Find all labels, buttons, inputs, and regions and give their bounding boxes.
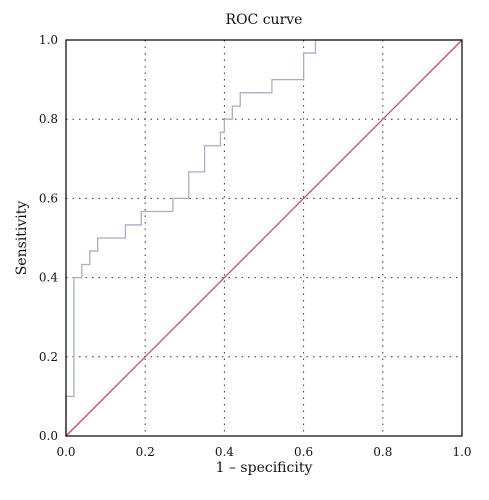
y-tick-labels: 0.0 0.2 0.4 0.6 0.8 1.0	[39, 33, 58, 443]
x-tick-labels: 0.0 0.2 0.4 0.6 0.8 1.0	[56, 445, 471, 459]
y-tick-label: 0.6	[39, 191, 58, 205]
x-tick-label: 0.0	[56, 445, 75, 459]
plot-frame	[65, 39, 463, 437]
y-tick-label: 0.4	[39, 271, 58, 285]
y-tick-label: 0.8	[39, 112, 58, 126]
x-axis-label: 1 – specificity	[216, 460, 313, 476]
chart-title: ROC curve	[226, 12, 303, 28]
y-tick-label: 1.0	[39, 33, 58, 47]
roc-curve-line	[65, 39, 462, 436]
x-tick-label: 1.0	[452, 445, 471, 459]
grid-lines	[66, 40, 462, 436]
x-tick-label: 0.4	[215, 445, 234, 459]
x-tick-label: 0.8	[373, 445, 392, 459]
y-axis-label: Sensitivity	[14, 201, 30, 276]
series-layer	[65, 39, 463, 437]
reference-diagonal-line	[65, 39, 463, 437]
x-tick-label: 0.6	[294, 445, 313, 459]
y-tick-label: 0.2	[39, 350, 58, 364]
y-tick-label: 0.0	[39, 429, 58, 443]
x-tick-label: 0.2	[136, 445, 155, 459]
